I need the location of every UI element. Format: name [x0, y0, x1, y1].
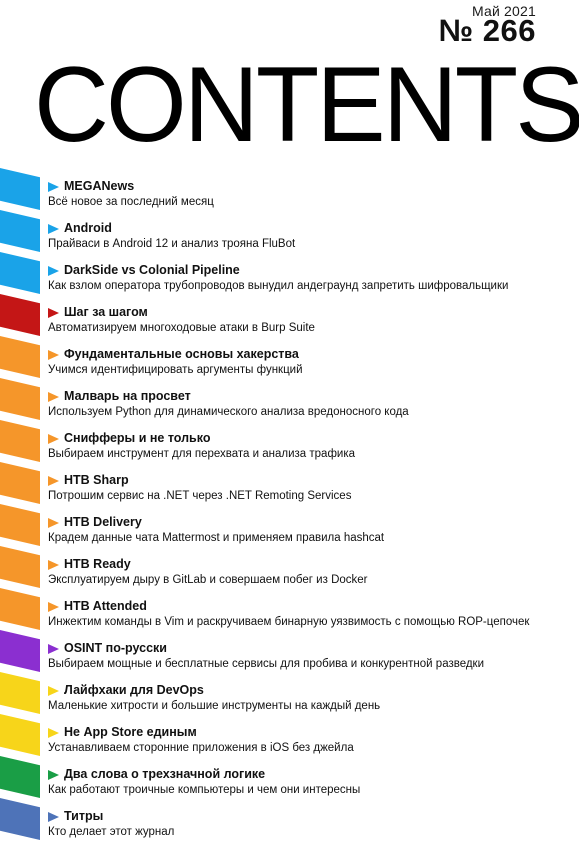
color-tab-marker — [0, 378, 40, 420]
triangle-arrow-icon — [48, 392, 59, 402]
item-title[interactable]: DarkSide vs Colonial Pipeline — [64, 263, 240, 277]
contents-item[interactable]: HTB Ready Эксплуатируем дыру в GitLab и с… — [0, 546, 579, 588]
triangle-arrow-icon — [48, 518, 59, 528]
item-title[interactable]: HTB Attended — [64, 599, 147, 613]
item-title[interactable]: Малварь на просвет — [64, 389, 191, 403]
triangle-arrow-icon — [48, 686, 59, 696]
color-tab-marker — [0, 210, 40, 252]
item-title[interactable]: MEGANews — [64, 179, 135, 193]
color-tab-marker — [0, 294, 40, 336]
triangle-arrow-icon — [48, 728, 59, 738]
triangle-arrow-icon — [48, 350, 59, 360]
contents-item[interactable]: Титры Кто делает этот журнал — [0, 798, 579, 840]
item-subtitle: Учимся идентифицировать аргументы функци… — [48, 364, 303, 376]
triangle-arrow-icon — [48, 770, 59, 780]
contents-item[interactable]: HTB Sharp Потрошим сервис на .NET через .… — [0, 462, 579, 504]
contents-item[interactable]: OSINT по-русски Выбираем мощные и бесплат… — [0, 630, 579, 672]
item-title[interactable]: OSINT по-русски — [64, 641, 167, 655]
item-subtitle: Как работают троичные компьютеры и чем о… — [48, 784, 361, 796]
item-subtitle: Маленькие хитрости и большие инструменты… — [48, 700, 381, 712]
item-subtitle: Кто делает этот журнал — [48, 826, 175, 838]
triangle-arrow-icon — [48, 308, 59, 318]
item-subtitle: Крадем данные чата Mattermost и применяе… — [48, 532, 385, 544]
triangle-arrow-icon — [48, 560, 59, 570]
color-tab-marker — [0, 672, 40, 714]
item-title[interactable]: Снифферы и не только — [64, 431, 211, 445]
contents-title: CONTENTS — [34, 44, 579, 164]
contents-item[interactable]: HTB Attended Инжектим команды в Vim и рас… — [0, 588, 579, 630]
color-tab-marker — [0, 252, 40, 294]
item-subtitle: Всё новое за последний месяц — [48, 196, 214, 208]
contents-item[interactable]: Два слова о трехзначной логике Как работа… — [0, 756, 579, 798]
item-title[interactable]: Фундаментальные основы хакерства — [64, 347, 299, 361]
color-tab-marker — [0, 462, 40, 504]
item-subtitle: Выбираем инструмент для перехвата и анал… — [48, 448, 356, 460]
color-tab-marker — [0, 714, 40, 756]
contents-list: MEGANews Всё новое за последний месяц Andr… — [0, 168, 579, 840]
triangle-arrow-icon — [48, 812, 59, 822]
item-title[interactable]: HTB Ready — [64, 557, 131, 571]
color-tab-marker — [0, 336, 40, 378]
contents-item[interactable]: DarkSide vs Colonial Pipeline Как взлом о… — [0, 252, 579, 294]
color-tab-marker — [0, 420, 40, 462]
contents-item[interactable]: HTB Delivery Крадем данные чата Mattermos… — [0, 504, 579, 546]
contents-item[interactable]: Фундаментальные основы хакерства Учимся и… — [0, 336, 579, 378]
triangle-arrow-icon — [48, 644, 59, 654]
item-subtitle: Прайваси в Android 12 и анализ трояна Fl… — [48, 238, 296, 250]
issue-date: Май 2021 — [471, 3, 536, 19]
color-tab-marker — [0, 756, 40, 798]
contents-item[interactable]: MEGANews Всё новое за последний месяц — [0, 168, 579, 210]
item-title[interactable]: Титры — [64, 809, 104, 823]
triangle-arrow-icon — [48, 602, 59, 612]
contents-item[interactable]: Лайфхаки для DevOps Маленькие хитрости и … — [0, 672, 579, 714]
color-tab-marker — [0, 798, 40, 840]
color-tab-marker — [0, 168, 40, 210]
issue-number: № 266 — [438, 13, 536, 48]
item-subtitle: Потрошим сервис на .NET через .NET Remot… — [48, 490, 352, 502]
item-title[interactable]: HTB Delivery — [64, 515, 142, 529]
contents-item[interactable]: Снифферы и не только Выбираем инструмент … — [0, 420, 579, 462]
contents-item[interactable]: Шаг за шагом Автоматизируем многоходовые … — [0, 294, 579, 336]
item-subtitle: Используем Python для динамического анал… — [48, 406, 409, 418]
triangle-arrow-icon — [48, 224, 59, 234]
item-title[interactable]: Шаг за шагом — [64, 305, 148, 319]
color-tab-marker — [0, 546, 40, 588]
item-subtitle: Устанавливаем сторонние приложения в iOS… — [48, 742, 354, 754]
contents-item[interactable]: Android Прайваси в Android 12 и анализ тр… — [0, 210, 579, 252]
color-tab-marker — [0, 504, 40, 546]
item-title[interactable]: Лайфхаки для DevOps — [64, 683, 204, 697]
contents-item[interactable]: Малварь на просвет Используем Python для … — [0, 378, 579, 420]
item-title[interactable]: Android — [64, 221, 112, 235]
item-title[interactable]: Не App Store единым — [64, 725, 197, 739]
contents-item[interactable]: Не App Store единым Устанавливаем сторонн… — [0, 714, 579, 756]
item-subtitle: Эксплуатируем дыру в GitLab и совершаем … — [48, 574, 368, 586]
item-subtitle: Автоматизируем многоходовые атаки в Burp… — [48, 322, 315, 334]
color-tab-marker — [0, 630, 40, 672]
item-subtitle: Как взлом оператора трубопроводов вынуди… — [48, 280, 509, 292]
triangle-arrow-icon — [48, 476, 59, 486]
triangle-arrow-icon — [48, 434, 59, 444]
triangle-arrow-icon — [48, 266, 59, 276]
item-title[interactable]: Два слова о трехзначной логике — [64, 767, 266, 781]
color-tab-marker — [0, 588, 40, 630]
triangle-arrow-icon — [48, 182, 59, 192]
item-subtitle: Выбираем мощные и бесплатные сервисы для… — [48, 658, 485, 670]
item-subtitle: Инжектим команды в Vim и раскручиваем би… — [48, 616, 530, 628]
item-title[interactable]: HTB Sharp — [64, 473, 129, 487]
